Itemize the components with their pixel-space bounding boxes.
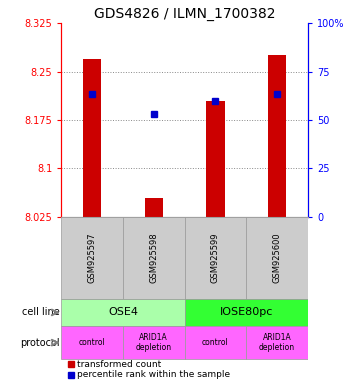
Text: control: control xyxy=(202,338,229,347)
Bar xyxy=(145,198,163,217)
Text: protocol: protocol xyxy=(20,338,60,348)
Text: GSM925600: GSM925600 xyxy=(273,232,282,283)
Text: GSM925597: GSM925597 xyxy=(88,232,97,283)
Text: cell line: cell line xyxy=(22,308,60,318)
Bar xyxy=(61,299,185,326)
Text: percentile rank within the sample: percentile rank within the sample xyxy=(77,370,230,379)
Bar xyxy=(61,326,123,359)
Bar xyxy=(246,326,308,359)
Bar xyxy=(185,217,246,299)
Text: OSE4: OSE4 xyxy=(108,308,138,318)
Bar xyxy=(185,326,246,359)
Bar xyxy=(268,55,286,217)
Bar xyxy=(123,217,185,299)
Text: GSM925598: GSM925598 xyxy=(149,232,158,283)
Text: IOSE80pc: IOSE80pc xyxy=(220,308,273,318)
Bar xyxy=(123,326,185,359)
Title: GDS4826 / ILMN_1700382: GDS4826 / ILMN_1700382 xyxy=(94,7,275,21)
Text: ARID1A
depletion: ARID1A depletion xyxy=(259,333,295,353)
Text: ARID1A
depletion: ARID1A depletion xyxy=(136,333,172,353)
Bar xyxy=(246,217,308,299)
Text: GSM925599: GSM925599 xyxy=(211,232,220,283)
Bar xyxy=(83,59,102,217)
Text: transformed count: transformed count xyxy=(77,360,161,369)
Text: control: control xyxy=(79,338,105,347)
Bar xyxy=(61,217,123,299)
Bar xyxy=(206,101,225,217)
Bar xyxy=(185,299,308,326)
